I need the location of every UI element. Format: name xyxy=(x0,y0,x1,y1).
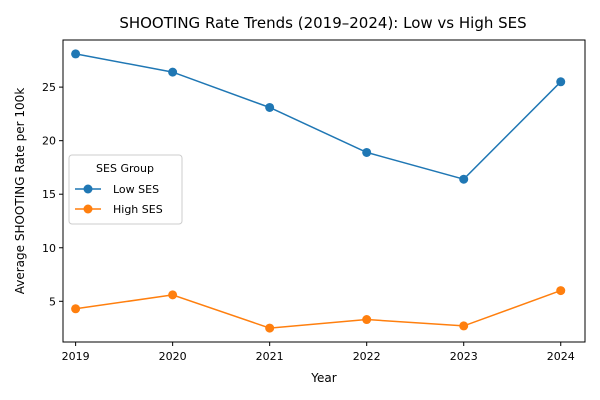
y-tick-label: 25 xyxy=(42,81,56,94)
data-point-low-ses xyxy=(168,67,178,77)
series-layer xyxy=(71,49,566,333)
series-line-low-ses xyxy=(75,53,562,181)
y-tick-label: 5 xyxy=(49,295,56,308)
legend-label-high-ses: High SES xyxy=(113,203,163,216)
legend-marker-low-ses xyxy=(83,184,93,194)
x-axis-label: Year xyxy=(310,371,336,385)
y-axis-label: Average SHOOTING Rate per 100k xyxy=(13,88,27,295)
series-line-high-ses xyxy=(75,289,561,329)
x-tick-label: 2019 xyxy=(62,350,90,363)
data-point-high-ses xyxy=(71,304,81,314)
data-point-low-ses xyxy=(556,77,566,87)
data-point-high-ses xyxy=(265,323,275,333)
plot-frame xyxy=(62,39,586,343)
axis-ticks: 2019 2020 2021 2022 2023 2024 5 10 15 20 25 xyxy=(42,81,575,363)
legend-box xyxy=(68,154,183,225)
x-tick-label: 2020 xyxy=(159,350,187,363)
x-tick-label: 2021 xyxy=(256,350,284,363)
data-point-low-ses xyxy=(265,102,275,112)
x-tick-label: 2023 xyxy=(450,350,478,363)
legend-title: SES Group xyxy=(96,162,154,175)
chart-title: SHOOTING Rate Trends (2019–2024): Low vs… xyxy=(119,14,526,32)
data-point-high-ses xyxy=(362,315,372,325)
x-tick-label: 2022 xyxy=(353,350,381,363)
data-point-low-ses xyxy=(362,147,372,157)
data-point-low-ses xyxy=(459,174,469,184)
y-tick-label: 15 xyxy=(42,188,56,201)
data-point-high-ses xyxy=(556,286,566,296)
data-point-low-ses xyxy=(71,49,81,59)
y-tick-label: 20 xyxy=(42,135,56,148)
data-point-high-ses xyxy=(168,290,178,300)
legend-marker-high-ses xyxy=(83,204,93,214)
data-point-high-ses xyxy=(459,321,469,331)
y-tick-label: 10 xyxy=(42,242,56,255)
x-tick-label: 2024 xyxy=(547,350,575,363)
legend: SES Group Low SES High SES xyxy=(68,154,183,225)
legend-label-low-ses: Low SES xyxy=(113,183,159,196)
